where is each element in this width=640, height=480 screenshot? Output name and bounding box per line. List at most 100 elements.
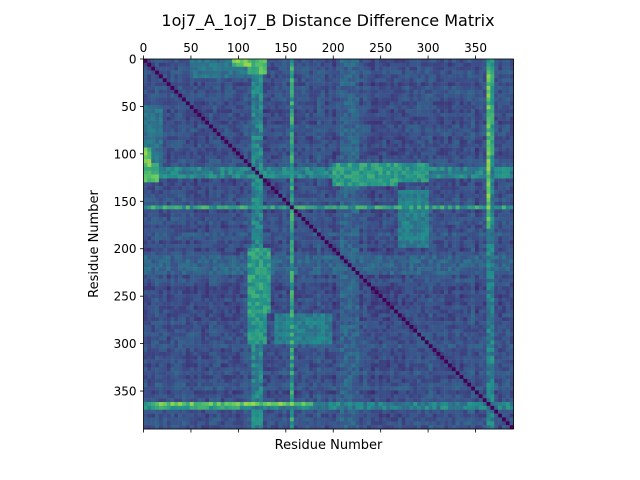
- heatmap-cell: [382, 240, 387, 245]
- heatmap-cell: [478, 236, 483, 241]
- heatmap-cell: [201, 74, 206, 79]
- heatmap-cell: [474, 109, 480, 114]
- heatmap-cell: [216, 74, 221, 79]
- heatmap-cell: [474, 220, 480, 225]
- heatmap-cell: [463, 70, 468, 75]
- heatmap-cell: [417, 78, 422, 83]
- heatmap-cell: [220, 244, 225, 249]
- heatmap-cell: [440, 159, 445, 164]
- heatmap-cell: [440, 247, 445, 252]
- heatmap-cell: [174, 247, 179, 252]
- heatmap-cell: [162, 109, 167, 114]
- heatmap-cell: [386, 247, 391, 252]
- heatmap-cell: [193, 228, 198, 233]
- heatmap-cell: [297, 201, 302, 206]
- heatmap-cell: [309, 186, 314, 191]
- heatmap-cell: [158, 255, 164, 260]
- heatmap-cell: [232, 251, 237, 256]
- heatmap-cell: [343, 101, 349, 106]
- heatmap-cell: [421, 209, 426, 214]
- heatmap-cell: [386, 101, 391, 106]
- heatmap-cell: [424, 132, 429, 137]
- heatmap-cell: [278, 228, 283, 233]
- heatmap-cell: [482, 244, 487, 249]
- heatmap-cell: [459, 205, 464, 210]
- heatmap-cell: [216, 178, 221, 183]
- heatmap-cell: [286, 78, 291, 83]
- heatmap-cell: [332, 109, 337, 114]
- heatmap-cell: [413, 255, 418, 260]
- heatmap-cell: [236, 236, 241, 241]
- heatmap-cell: [409, 143, 414, 148]
- heatmap-cell: [247, 224, 252, 229]
- heatmap-cell: [417, 174, 422, 179]
- heatmap-cell: [305, 220, 310, 225]
- heatmap-cell: [386, 201, 391, 206]
- heatmap-cell: [320, 105, 325, 110]
- heatmap-cell: [255, 74, 260, 79]
- heatmap-cell: [216, 240, 221, 245]
- heatmap-cell: [370, 82, 375, 87]
- heatmap-cell: [447, 124, 453, 129]
- heatmap-cell: [320, 112, 325, 118]
- heatmap-cell: [486, 147, 491, 152]
- heatmap-cell: [205, 244, 210, 249]
- heatmap-cell: [343, 186, 349, 191]
- heatmap-cell: [486, 220, 491, 225]
- heatmap-cell: [482, 101, 487, 106]
- heatmap-cell: [239, 105, 244, 110]
- heatmap-cell: [451, 240, 456, 245]
- heatmap-cell: [282, 143, 287, 148]
- heatmap-cell: [162, 201, 167, 206]
- heatmap-cell: [382, 78, 387, 83]
- heatmap-cell: [347, 78, 352, 83]
- heatmap-cell: [243, 78, 248, 83]
- heatmap-cell: [178, 220, 183, 225]
- heatmap-cell: [324, 109, 329, 114]
- heatmap-cell: [182, 116, 187, 121]
- heatmap-cell: [313, 78, 318, 83]
- heatmap-cell: [174, 186, 179, 191]
- heatmap-cell: [209, 193, 214, 198]
- heatmap-cell: [401, 197, 406, 202]
- heatmap-cell: [413, 120, 418, 125]
- heatmap-cell: [313, 236, 318, 241]
- heatmap-cell: [289, 74, 295, 79]
- heatmap-cell: [378, 205, 383, 210]
- heatmap-cell: [162, 174, 167, 179]
- heatmap-cell: [455, 178, 460, 183]
- heatmap-cell: [201, 147, 206, 152]
- heatmap-cell: [336, 240, 341, 245]
- heatmap-cell: [332, 247, 337, 252]
- heatmap-cell: [394, 236, 399, 241]
- heatmap-cell: [505, 143, 510, 148]
- heatmap-cell: [239, 220, 244, 225]
- heatmap-cell: [251, 93, 256, 98]
- heatmap-cell: [270, 240, 275, 245]
- heatmap-cell: [467, 193, 472, 198]
- heatmap-cell: [336, 197, 341, 202]
- heatmap-cell: [278, 170, 283, 175]
- heatmap-cell: [459, 74, 464, 79]
- heatmap-cell: [378, 62, 383, 67]
- heatmap-cell: [343, 62, 349, 67]
- heatmap-cell: [309, 251, 314, 256]
- heatmap-cell: [501, 170, 507, 175]
- heatmap-cell: [259, 163, 264, 168]
- heatmap-cell: [367, 155, 372, 160]
- heatmap-cell: [185, 170, 190, 175]
- heatmap-cell: [409, 70, 414, 75]
- heatmap-cell: [474, 205, 480, 210]
- heatmap-cell: [170, 166, 175, 172]
- heatmap-cell: [293, 116, 298, 121]
- heatmap-cell: [505, 224, 510, 229]
- heatmap-cell: [374, 205, 379, 210]
- heatmap-cell: [401, 220, 406, 225]
- heatmap-cell: [440, 85, 445, 91]
- heatmap-cell: [197, 139, 202, 145]
- heatmap-cell: [463, 147, 468, 152]
- heatmap-cell: [289, 166, 295, 172]
- heatmap-cell: [451, 197, 456, 202]
- heatmap-cell: [212, 105, 217, 110]
- heatmap-cell: [394, 139, 399, 145]
